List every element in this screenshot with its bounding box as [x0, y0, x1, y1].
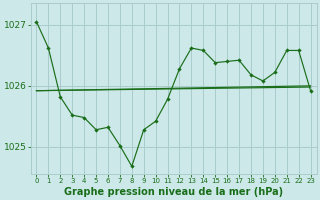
- X-axis label: Graphe pression niveau de la mer (hPa): Graphe pression niveau de la mer (hPa): [64, 187, 283, 197]
